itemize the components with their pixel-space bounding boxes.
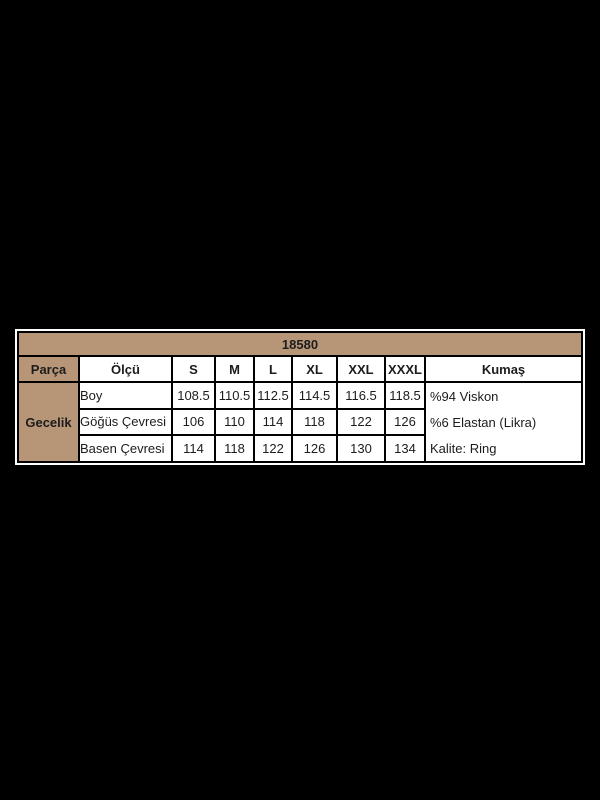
size-chart-table: 18580 Parça Ölçü S M L XL XXL XXXL Kumaş… <box>17 331 583 463</box>
fabric-line: Kalite: Ring <box>430 440 497 456</box>
column-header-measure: Ölçü <box>78 355 173 383</box>
size-chart-card: 18580 Parça Ölçü S M L XL XXL XXXL Kumaş… <box>15 329 585 465</box>
table-cell: 112.5 <box>253 381 293 410</box>
part-name: Gecelik <box>17 381 80 463</box>
table-cell: 130 <box>336 434 386 463</box>
row-label: Göğüs Çevresi <box>78 407 173 437</box>
table-row: Göğüs Çevresi 106 110 114 118 122 126 <box>18 407 582 437</box>
table-cell: 118 <box>291 407 338 437</box>
table-cell: 114 <box>171 434 216 463</box>
table-cell: 118.5 <box>384 381 426 410</box>
table-header-row: Parça Ölçü S M L XL XXL XXXL Kumaş <box>17 355 583 383</box>
table-cell: 134 <box>384 434 426 463</box>
table-cell: 108.5 <box>171 381 216 410</box>
column-header-fabric: Kumaş <box>424 355 583 383</box>
fabric-line: %94 Viskon <box>430 388 499 404</box>
fabric-line: %6 Elastan (Likra) <box>430 414 537 430</box>
table-cell: 110 <box>214 407 255 437</box>
table-cell: 126 <box>291 434 338 463</box>
fabric-info: %94 Viskon %6 Elastan (Likra) Kalite: Ri… <box>424 381 583 463</box>
table-row: Basen Çevresi 114 118 122 126 130 134 <box>18 434 582 463</box>
table-cell: 126 <box>384 407 426 437</box>
table-cell: 118 <box>214 434 255 463</box>
table-cell: 122 <box>253 434 293 463</box>
table-cell: 114 <box>253 407 293 437</box>
column-header-size-s: S <box>171 355 216 383</box>
column-header-size-xxxl: XXXL <box>384 355 426 383</box>
table-row: 18580 <box>17 331 583 357</box>
column-header-size-l: L <box>253 355 293 383</box>
row-label: Boy <box>78 381 173 410</box>
table-cell: 122 <box>336 407 386 437</box>
column-header-part: Parça <box>17 355 80 383</box>
column-header-size-xl: XL <box>291 355 338 383</box>
table-cell: 106 <box>171 407 216 437</box>
column-header-size-xxl: XXL <box>336 355 386 383</box>
column-header-size-m: M <box>214 355 255 383</box>
row-label: Basen Çevresi <box>78 434 173 463</box>
table-row: Gecelik Boy 108.5 110.5 112.5 114.5 116.… <box>17 381 583 463</box>
table-cell: 116.5 <box>336 381 386 410</box>
model-number: 18580 <box>17 331 583 357</box>
table-cell: 114.5 <box>291 381 338 410</box>
table-cell: 110.5 <box>214 381 255 410</box>
